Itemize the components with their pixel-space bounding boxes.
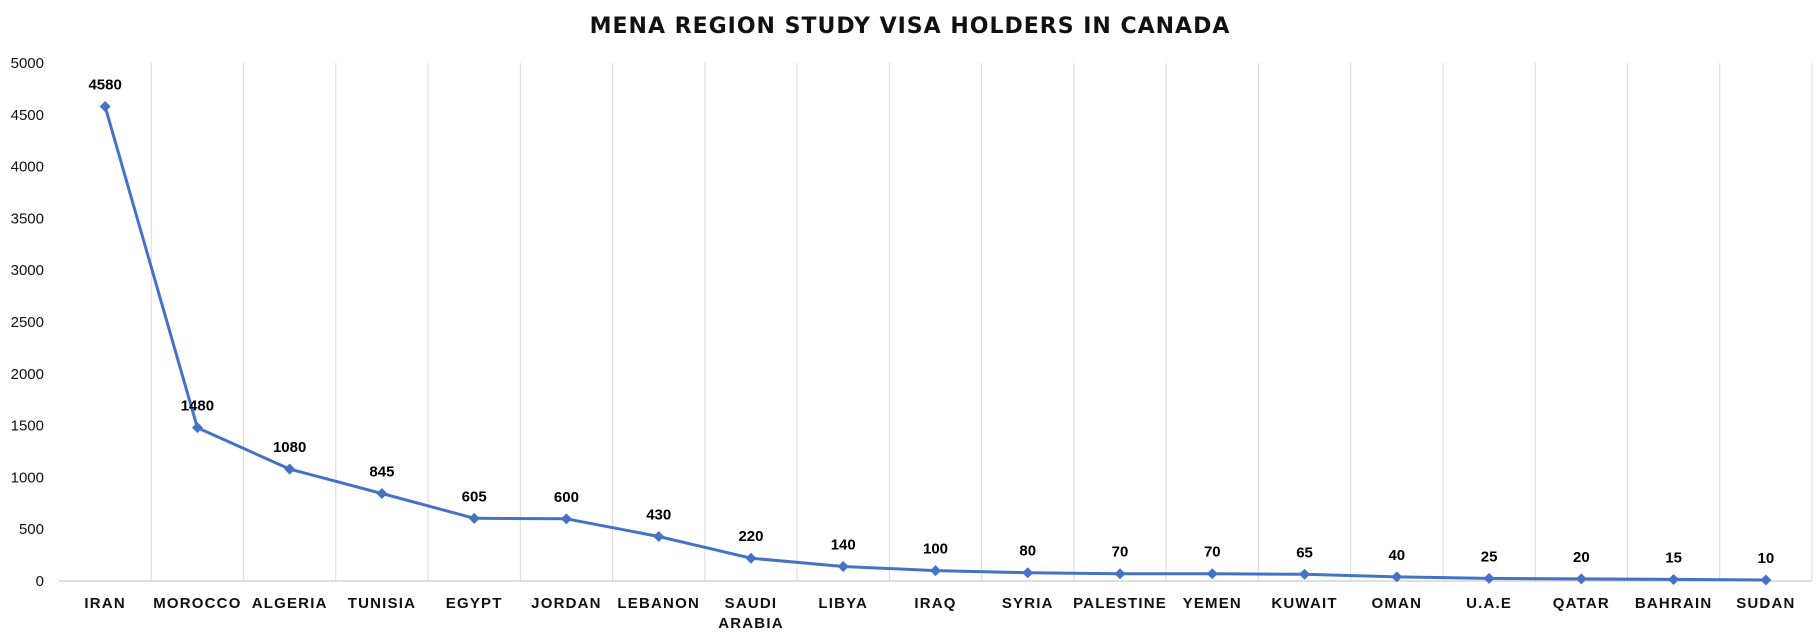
data-point xyxy=(1206,568,1218,580)
x-tick-label: BAHRAIN xyxy=(1635,595,1713,612)
data-label: 220 xyxy=(738,528,763,545)
data-label: 1080 xyxy=(273,439,306,456)
data-label: 4580 xyxy=(88,77,121,94)
data-label: 140 xyxy=(831,536,856,553)
y-tick-label: 500 xyxy=(19,521,44,538)
data-point xyxy=(653,530,665,542)
data-point xyxy=(1760,574,1772,586)
data-point xyxy=(1483,572,1495,584)
data-label: 430 xyxy=(646,506,671,523)
y-tick-label: 0 xyxy=(36,573,44,590)
x-tick-label: SUDAN xyxy=(1736,595,1795,612)
data-label: 845 xyxy=(369,463,394,480)
x-tick-label: ALGERIA xyxy=(252,595,328,612)
data-label: 65 xyxy=(1296,544,1313,561)
x-tick-label: JORDAN xyxy=(531,595,602,612)
x-tick-label: EGYPT xyxy=(446,595,503,612)
x-tick-label: MOROCCO xyxy=(153,595,241,612)
x-tick-label: SYRIA xyxy=(1002,595,1054,612)
data-labels: 4580 1480 1080 845 605 600 430 220 140 100 80 70 70 6… xyxy=(88,77,1774,567)
data-label: 80 xyxy=(1019,543,1036,560)
y-tick-label: 5000 xyxy=(11,55,44,72)
y-axis-ticks: 0 500 1000 1500 2000 2500 3000 3500 4000 4500 5000 xyxy=(11,55,44,590)
data-point xyxy=(930,565,941,577)
x-axis-ticks: IRAN MOROCCO ALGERIA TUNISIA EGYPT JORDAN LEBA… xyxy=(84,595,1795,632)
data-point xyxy=(560,513,572,525)
y-tick-label: 4500 xyxy=(11,107,44,124)
y-tick-label: 3500 xyxy=(11,210,44,227)
data-label: 40 xyxy=(1388,547,1405,564)
x-tick-label: OMAN xyxy=(1371,595,1422,612)
x-tick-label: QATAR xyxy=(1553,595,1610,612)
data-label: 10 xyxy=(1758,550,1775,567)
data-label: 100 xyxy=(923,541,948,558)
data-point xyxy=(1668,573,1680,585)
y-tick-label: 1000 xyxy=(11,469,44,486)
x-tick-label: YEMEN xyxy=(1183,595,1242,612)
x-tick-label: IRAQ xyxy=(914,595,956,612)
data-point xyxy=(99,101,111,113)
x-tick-label: TUNISIA xyxy=(348,595,416,612)
data-series xyxy=(99,101,1772,586)
x-tick-label: KUWAIT xyxy=(1271,595,1337,612)
data-label: 600 xyxy=(554,489,579,506)
data-point xyxy=(1299,568,1311,580)
x-tick-label: LEBANON xyxy=(617,595,700,612)
data-point xyxy=(1022,567,1034,579)
data-point xyxy=(745,552,757,564)
data-point xyxy=(837,560,849,572)
y-tick-label: 2500 xyxy=(11,314,44,331)
data-label: 605 xyxy=(462,488,487,505)
data-point xyxy=(191,422,203,434)
data-label: 15 xyxy=(1665,549,1682,566)
y-tick-label: 4000 xyxy=(11,159,44,176)
y-tick-label: 1500 xyxy=(11,418,44,435)
chart-title: MENA REGION STUDY VISA HOLDERS IN CANADA xyxy=(590,14,1231,39)
x-tick-label: SAUDI ARABIA xyxy=(718,595,784,632)
data-point xyxy=(1114,568,1126,580)
data-label: 20 xyxy=(1573,549,1590,566)
y-tick-label: 2000 xyxy=(11,366,44,383)
data-label: 1480 xyxy=(181,398,214,415)
data-point xyxy=(1575,573,1587,585)
data-label: 25 xyxy=(1481,548,1498,565)
grid-lines xyxy=(59,63,1813,582)
data-point xyxy=(1391,571,1403,583)
x-tick-label: U.A.E xyxy=(1466,595,1512,612)
data-label: 70 xyxy=(1112,544,1129,561)
y-tick-label: 3000 xyxy=(11,262,44,279)
data-point xyxy=(468,512,480,524)
x-tick-label: PALESTINE xyxy=(1073,595,1167,612)
x-tick-label: IRAN xyxy=(84,595,125,612)
data-point xyxy=(284,463,296,475)
series-line xyxy=(103,106,1766,582)
data-label: 70 xyxy=(1204,544,1221,561)
data-point xyxy=(376,487,388,499)
x-tick-label: LIBYA xyxy=(818,595,868,612)
